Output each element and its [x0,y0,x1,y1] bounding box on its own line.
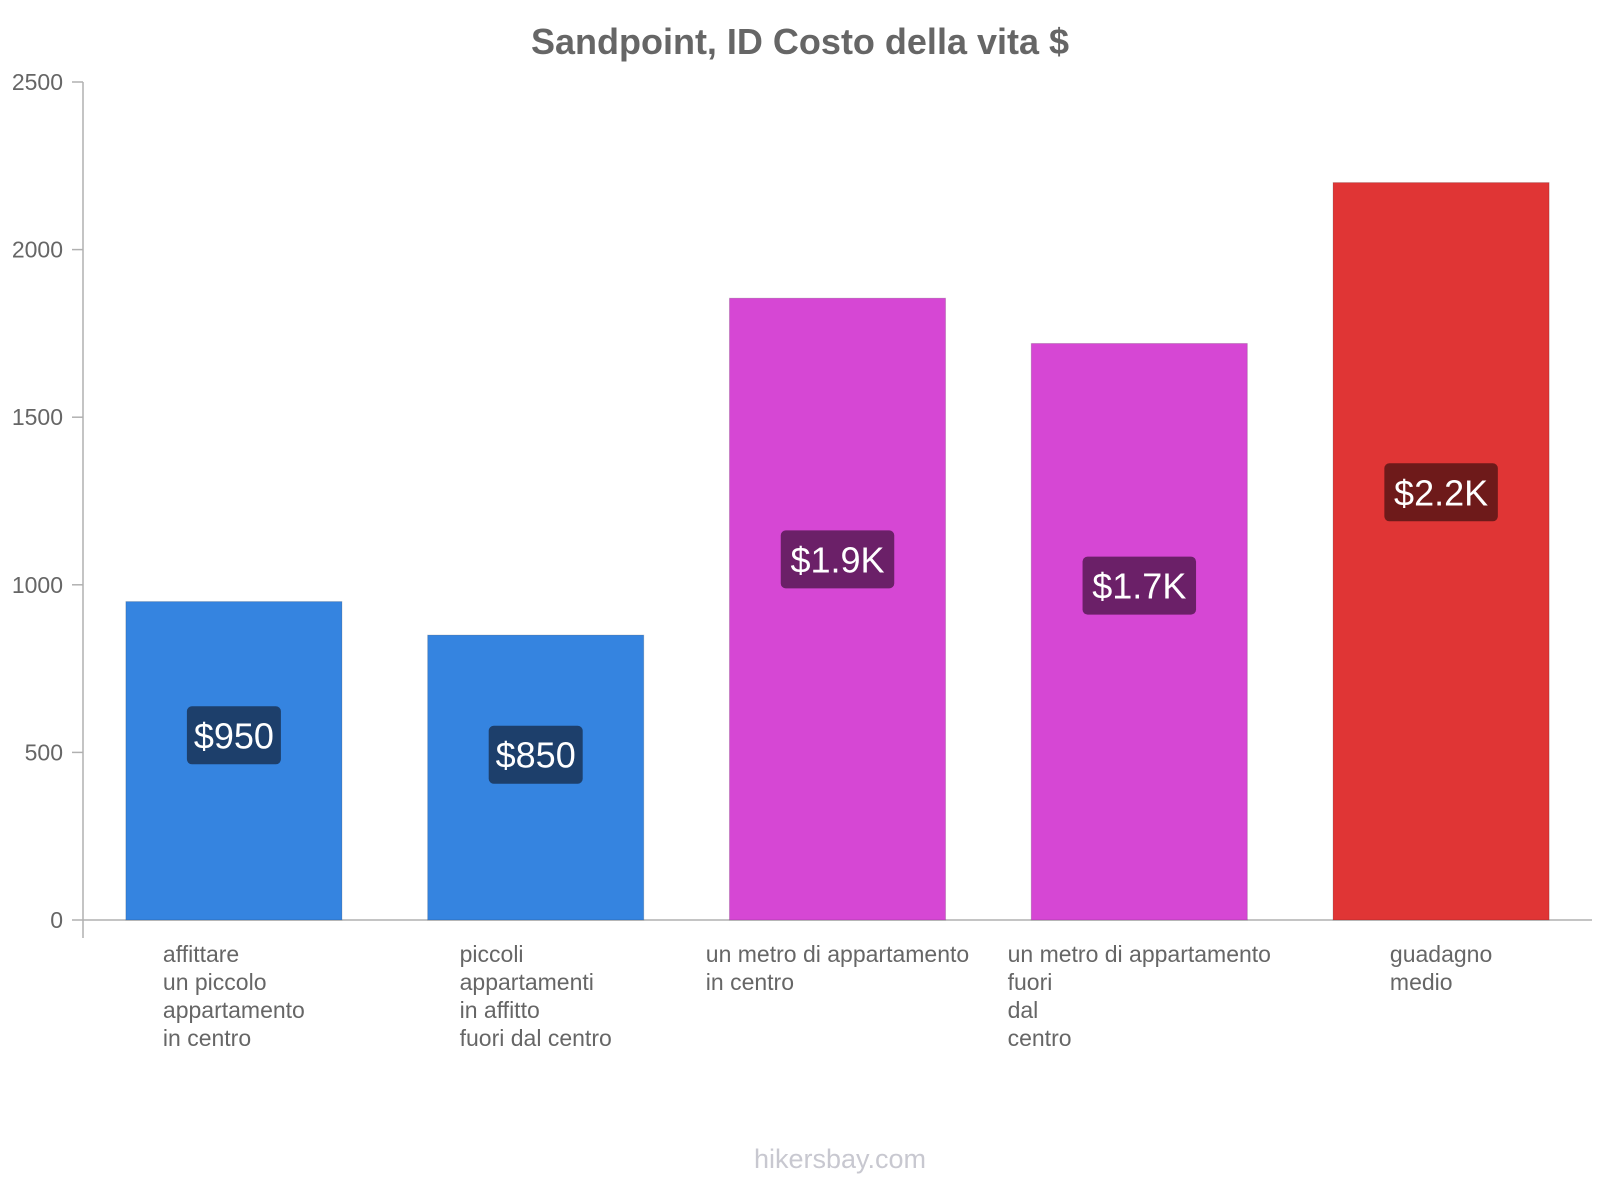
chart-title: Sandpoint, ID Costo della vita $ [531,21,1069,62]
bar-5 [1332,182,1550,921]
y-tick-label: 1500 [12,404,63,430]
x-tick-label: affittare un piccolo appartamento in centro [163,941,305,1051]
x-tick-label-line: guadagno [1390,941,1492,967]
value-labels: $950 $850 $1.9K $1.7K $2.2K [186,463,1498,784]
x-tick-label-line: centro [1008,1025,1072,1051]
x-tick-label-line: in affitto [460,997,540,1023]
y-tick-label: 1000 [12,572,63,598]
value-label: $850 [496,735,576,776]
x-tick-label: un metro di appartamento fuori dal centro [1008,941,1271,1051]
x-tick-label: guadagno medio [1390,941,1492,995]
y-axis: 0 500 1000 1500 2000 2500 [12,69,84,938]
y-tick-label: 0 [50,907,63,933]
x-tick-label-line: appartamenti [460,969,594,995]
value-label: $950 [194,715,274,756]
x-tick-label-line: in centro [706,969,794,995]
x-tick-labels: affittare un piccolo appartamento in centro… [163,941,1492,1051]
x-tick-label-line: un metro di appartamento [1008,941,1271,967]
x-tick-label-line: appartamento [163,997,305,1023]
value-label-bg [1082,556,1197,615]
y-tick-label: 2000 [12,237,63,263]
y-tick-label: 500 [25,739,63,765]
value-label-bg [780,530,895,589]
bar-4 [1030,342,1248,921]
value-label-bg [488,725,583,784]
x-tick-label-line: medio [1390,969,1453,995]
x-tick-label-line: affittare [163,941,239,967]
x-tick-label-line: un piccolo [163,969,267,995]
bar-3 [728,297,947,921]
x-tick-label-line: in centro [163,1025,251,1051]
x-tick-label-line: fuori [1008,969,1053,995]
x-tick-label-line: un metro di appartamento [706,941,969,967]
value-label: $2.2K [1394,472,1488,513]
x-tick-label-line: piccoli [460,941,524,967]
value-label: $1.9K [790,539,884,580]
x-tick-label-line: dal [1008,997,1039,1023]
x-tick-label: piccoli appartamenti in affitto fuori dal c… [460,941,612,1051]
x-tick-label-line: fuori dal centro [460,1025,612,1051]
value-label-bg [1384,463,1498,522]
y-tick-label: 2500 [12,69,63,95]
value-label-bg [186,706,281,765]
x-tick-label: un metro di appartamento in centro [706,941,969,995]
value-label: $1.7K [1092,566,1186,607]
watermark: hikersbay.com [754,1144,926,1174]
